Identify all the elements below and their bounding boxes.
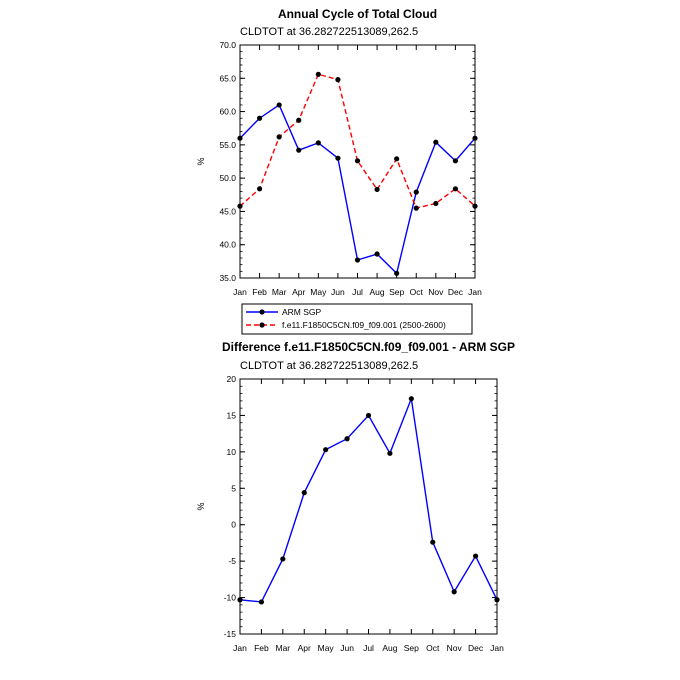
data-point [452, 158, 459, 164]
y-axis-label: % [196, 157, 206, 165]
chart-subtitle: CLDTOT at 36.282722513089,262.5 [240, 26, 418, 38]
x-tick-label: Feb [254, 643, 269, 653]
x-tick-label: Feb [252, 287, 267, 297]
legend-marker [259, 322, 265, 328]
y-tick-label: 65.0 [219, 73, 236, 83]
data-point [413, 205, 419, 211]
x-tick-label: Mar [276, 643, 291, 653]
data-point [276, 102, 282, 108]
data-point [472, 553, 479, 559]
y-tick-label: 60.0 [219, 107, 236, 117]
x-tick-label: Jul [352, 287, 363, 297]
y-tick-label: -15 [224, 629, 237, 639]
data-point [365, 412, 372, 419]
x-tick-label: Jan [468, 287, 482, 297]
y-tick-label: 10 [227, 447, 237, 457]
data-point [408, 396, 414, 402]
x-tick-label: Jan [233, 643, 247, 653]
x-tick-label: Jun [331, 287, 345, 297]
data-point [354, 257, 361, 263]
x-tick-label: Mar [272, 287, 287, 297]
x-tick-label: Dec [448, 287, 464, 297]
data-point [301, 490, 307, 496]
data-point [451, 589, 457, 595]
x-tick-label: May [318, 643, 335, 653]
y-axis-label: % [196, 502, 206, 510]
x-tick-label: Apr [292, 287, 305, 297]
y-tick-label: 55.0 [219, 140, 236, 150]
data-point [413, 189, 419, 195]
data-point [354, 158, 361, 164]
legend-box [241, 303, 473, 335]
x-tick-label: Jul [363, 643, 374, 653]
data-point [394, 270, 400, 276]
legend-marker [259, 309, 265, 315]
y-tick-label: 5 [231, 483, 236, 493]
y-tick-label: 35.0 [219, 273, 236, 283]
data-point [276, 134, 282, 140]
y-tick-label: 45.0 [219, 206, 236, 216]
chart-2: Difference f.e11.F1850C5CN.f09_f09.001 -… [196, 340, 515, 653]
data-point [344, 436, 350, 442]
series-line [239, 395, 498, 603]
data-point [494, 597, 500, 603]
chart-subtitle: CLDTOT at 36.282722513089,262.5 [240, 360, 418, 372]
x-tick-label: Dec [468, 643, 484, 653]
data-point [394, 156, 400, 162]
legend: ARM SGP f.e11.F1850C5CN.f09_f09.001 (2500… [241, 303, 473, 335]
data-point [258, 599, 265, 605]
data-point [472, 135, 478, 141]
data-point [387, 450, 393, 456]
data-point [237, 597, 243, 603]
x-tick-label: Nov [447, 643, 463, 653]
y-tick-label: 40.0 [219, 240, 236, 250]
data-point [433, 139, 439, 145]
series-line [239, 103, 476, 275]
chart-title: Annual Cycle of Total Cloud [278, 7, 437, 21]
data-point [374, 186, 380, 193]
x-tick-label: Oct [410, 287, 424, 297]
data-point [315, 140, 321, 146]
x-tick-label: Nov [428, 287, 444, 297]
x-tick-label: May [310, 287, 327, 297]
y-tick-label: -10 [224, 593, 237, 603]
x-tick-label: Aug [382, 643, 397, 653]
data-point [315, 71, 321, 77]
x-tick-label: Oct [426, 643, 440, 653]
y-tick-label: 0 [231, 520, 236, 530]
x-tick-label: Jun [340, 643, 354, 653]
data-point [237, 203, 243, 209]
y-tick-label: -5 [228, 556, 236, 566]
y-tick-label: 50.0 [219, 173, 236, 183]
data-point [433, 200, 439, 207]
x-tick-label: Jan [233, 287, 247, 297]
chart-1: Annual Cycle of Total Cloud CLDTOT at 36.… [196, 7, 482, 335]
data-point [335, 155, 341, 161]
x-tick-label: Sep [404, 643, 419, 653]
x-tick-label: Apr [298, 643, 311, 653]
data-point [374, 251, 380, 257]
legend-label: f.e11.F1850C5CN.f09_f09.001 (2500-2600) [282, 320, 446, 330]
chart-title: Difference f.e11.F1850C5CN.f09_f09.001 -… [222, 340, 515, 354]
data-point [335, 77, 341, 83]
series-line [239, 73, 476, 209]
data-point [452, 186, 459, 192]
legend-label: ARM SGP [282, 307, 322, 317]
data-point [472, 203, 478, 209]
y-tick-label: 20 [227, 374, 237, 384]
data-point [256, 115, 263, 121]
data-point [280, 556, 286, 562]
x-tick-label: Aug [370, 287, 385, 297]
y-tick-label: 15 [227, 410, 237, 420]
y-tick-label: 70.0 [219, 40, 236, 50]
data-point [430, 539, 436, 545]
x-tick-label: Jan [490, 643, 504, 653]
data-point [296, 117, 302, 123]
data-point [296, 147, 302, 153]
data-point [237, 135, 243, 141]
x-tick-label: Sep [389, 287, 404, 297]
data-point [256, 186, 263, 192]
data-point [323, 447, 329, 453]
